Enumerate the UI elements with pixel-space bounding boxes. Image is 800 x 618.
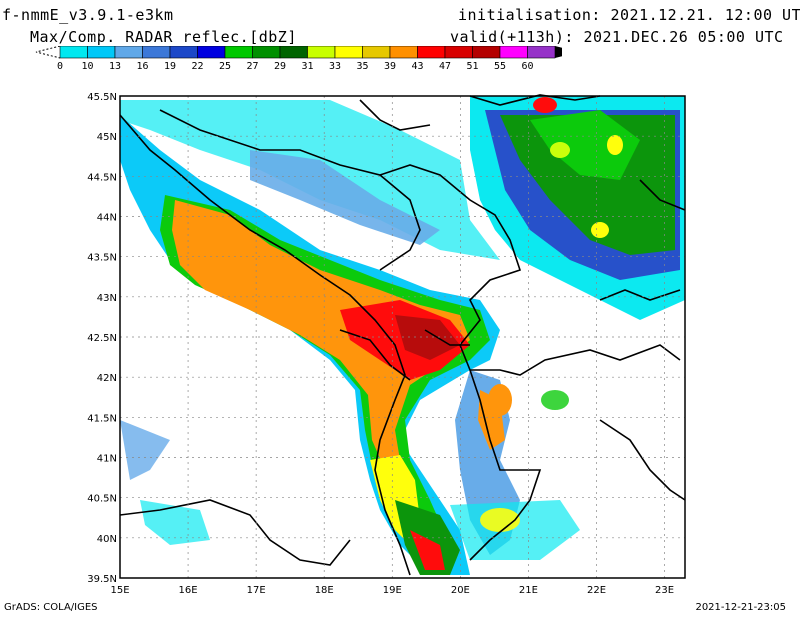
colorbar-under-arrow bbox=[35, 46, 61, 59]
latitude-tick-label: 42.5N bbox=[87, 333, 117, 344]
colorbar-tick-label: 29 bbox=[274, 61, 286, 72]
colorbar-tick-label: 35 bbox=[356, 61, 368, 72]
colorbar-tick-label: 27 bbox=[246, 61, 258, 72]
reflectivity-field bbox=[120, 96, 685, 575]
colorbar-tick-label: 22 bbox=[191, 61, 203, 72]
colorbar-tick-label: 25 bbox=[219, 61, 231, 72]
colorbar-tick-label: 55 bbox=[494, 61, 506, 72]
longitude-tick-label: 21E bbox=[519, 585, 538, 596]
model-title: f-nmmE_v3.9.1-e3km bbox=[2, 6, 174, 24]
valid-line: valid(+113h): 2021.DEC.26 05:00 UTC bbox=[450, 28, 784, 46]
longitude-tick-label: 23E bbox=[655, 585, 674, 596]
valid-value: 2021.DEC.26 05:00 UTC bbox=[583, 28, 784, 46]
colorbar-tick-label: 10 bbox=[81, 61, 93, 72]
colorbar-tick-label: 60 bbox=[521, 61, 533, 72]
colorbar-tick-label: 33 bbox=[329, 61, 341, 72]
latitude-tick-label: 40.5N bbox=[87, 494, 117, 505]
grads-credit: GrADS: COLA/IGES bbox=[4, 602, 98, 613]
longitude-tick-label: 18E bbox=[315, 585, 334, 596]
coastlines-borders bbox=[119, 94, 686, 576]
latitude-tick-label: 44N bbox=[97, 213, 117, 224]
colorbar-legend: 0 10 13 16 19 22 25 27 29 31 33 35 39 43 47 51 55 60 bbox=[35, 46, 562, 72]
longitude-tick-label: 19E bbox=[383, 585, 402, 596]
latitude-tick-label: 45N bbox=[97, 132, 117, 143]
latitude-tick-label: 41.5N bbox=[87, 413, 117, 424]
colorbar-over-arrow bbox=[555, 46, 562, 58]
latitude-tick-label: 43N bbox=[97, 293, 117, 304]
latitude-tick-label: 40N bbox=[97, 534, 117, 545]
colorbar-tick-label: 13 bbox=[109, 61, 121, 72]
longitude-tick-label: 20E bbox=[451, 585, 470, 596]
map-frame bbox=[119, 95, 686, 579]
valid-label: valid(+113h): bbox=[450, 28, 574, 46]
latitude-tick-label: 45.5N bbox=[87, 92, 117, 103]
run-timestamp: 2021-12-21-23:05 bbox=[695, 602, 786, 613]
colorbar-tick-label: 39 bbox=[384, 61, 396, 72]
init-line: initialisation: 2021.12.21. 12:00 UTC bbox=[458, 6, 800, 24]
init-label: initialisation: bbox=[458, 6, 601, 24]
latitude-tick-label: 44.5N bbox=[87, 172, 117, 183]
colorbar-tick-label: 19 bbox=[164, 61, 176, 72]
colorbar-tick-label: 47 bbox=[439, 61, 451, 72]
longitude-tick-label: 22E bbox=[587, 585, 606, 596]
colorbar-tick-label: 16 bbox=[136, 61, 148, 72]
longitude-tick-label: 16E bbox=[179, 585, 198, 596]
longitude-tick-label: 15E bbox=[110, 585, 129, 596]
colorbar-tick-label: 51 bbox=[466, 61, 478, 72]
latitude-tick-label: 42N bbox=[97, 373, 117, 384]
colorbar-tick-label: 0 bbox=[57, 61, 63, 72]
longitude-tick-label: 17E bbox=[247, 585, 266, 596]
init-value: 2021.12.21. 12:00 UTC bbox=[610, 6, 800, 24]
latitude-tick-label: 41N bbox=[97, 454, 117, 465]
colorbar-tick-label: 43 bbox=[411, 61, 423, 72]
colorbar-tick-label: 31 bbox=[301, 61, 313, 72]
latitude-tick-label: 39.5N bbox=[87, 574, 117, 585]
latitude-tick-label: 43.5N bbox=[87, 253, 117, 264]
field-title: Max/Comp. RADAR reflec.[dbZ] bbox=[30, 28, 297, 46]
